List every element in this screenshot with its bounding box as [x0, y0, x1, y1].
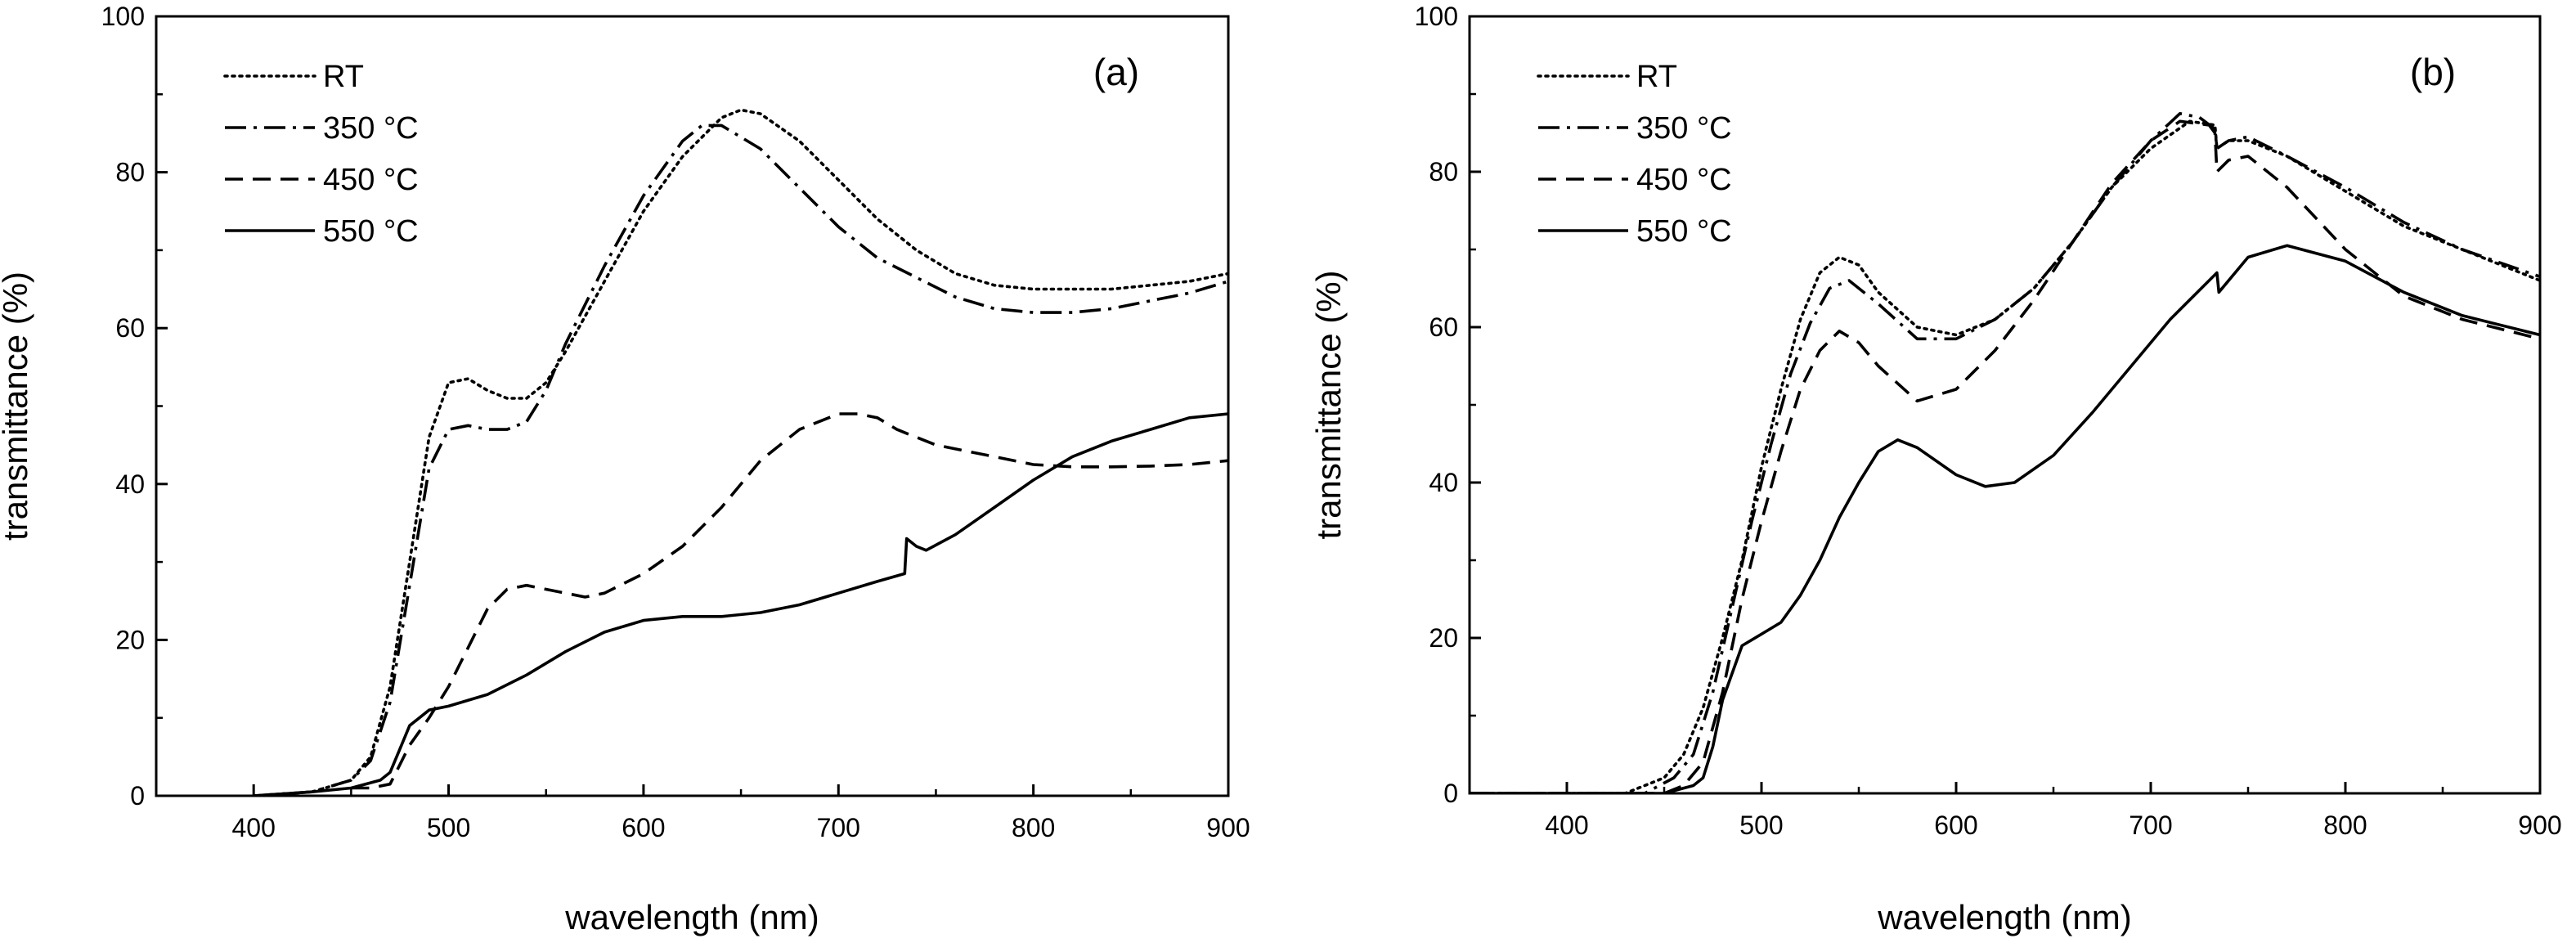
y-tick-label: 40 [115, 469, 145, 499]
series-line-3 [351, 412, 1228, 790]
panel-label: (a) [1093, 51, 1139, 93]
legend-label: 350 °C [323, 111, 419, 146]
y-tick-label: 40 [1429, 468, 1458, 497]
series-line-4 [254, 412, 1228, 796]
x-axis-title: wavelength (nm) [1877, 898, 2131, 936]
chart-panel-a: 400 500 600 700 800 900 0 20 40 60 80 100 wavelength… [0, 2, 1250, 936]
y-tick-label: 80 [115, 158, 145, 187]
x-tick-label: 500 [427, 813, 470, 842]
series-line-2 [1470, 112, 2540, 793]
x-tick-label: 400 [231, 813, 275, 842]
y-tick-label: 60 [1429, 312, 1458, 342]
x-tick-label: 500 [1739, 811, 1783, 840]
y-tick-label: 60 [115, 313, 145, 343]
x-axis-title: wavelength (nm) [564, 898, 819, 936]
y-tick-label: 100 [1415, 2, 1458, 31]
legend-label: RT [1636, 60, 1677, 94]
x-tick-label: 900 [2518, 811, 2561, 840]
x-tick-label: 600 [1934, 811, 1977, 840]
chart-panel-b: 400 500 600 700 800 900 0 20 40 60 80 100 wavelength… [1309, 2, 2562, 936]
series-line-1 [252, 108, 1228, 796]
legend-label: 550 °C [323, 214, 419, 249]
x-tick-label: 400 [1545, 811, 1588, 840]
x-tick-label: 700 [817, 813, 860, 842]
legend-label: 450 °C [323, 163, 419, 197]
x-tick-label: 800 [2323, 811, 2367, 840]
y-tick-label: 100 [101, 2, 145, 31]
y-tick-label: 20 [1429, 623, 1458, 653]
series-line-3 [1470, 119, 2540, 793]
y-axis-title: transmittance (%) [0, 272, 34, 541]
series-line-1 [1470, 119, 2540, 793]
y-tick-label: 0 [1443, 779, 1458, 808]
y-axis-title: transmittance (%) [1309, 270, 1348, 539]
x-tick-label: 900 [1206, 813, 1250, 842]
x-tick-label: 600 [622, 813, 665, 842]
plot-frame [1468, 15, 2542, 795]
y-tick-label: 0 [130, 781, 145, 811]
series-line-2 [254, 123, 1228, 796]
panel-label: (b) [2410, 51, 2456, 93]
legend-label: 550 °C [1636, 214, 1732, 249]
legend-label: 350 °C [1636, 111, 1732, 146]
x-tick-label: 700 [2129, 811, 2172, 840]
legend-label: 450 °C [1636, 163, 1732, 197]
x-tick-label: 800 [1012, 813, 1055, 842]
legend-label: RT [323, 60, 364, 94]
y-tick-label: 20 [115, 625, 145, 654]
series-line-4 [1470, 244, 2540, 793]
y-tick-label: 80 [1429, 157, 1458, 186]
